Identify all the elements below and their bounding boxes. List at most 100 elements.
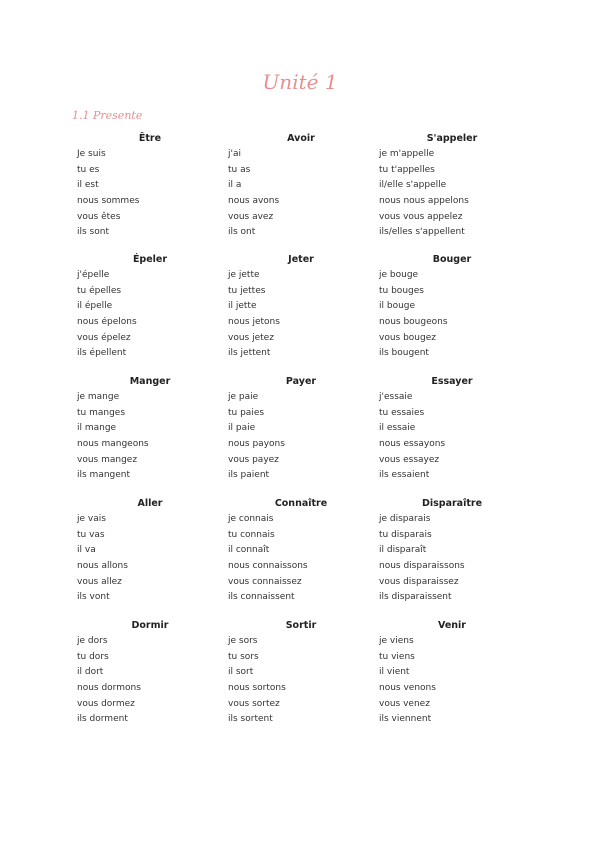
conjugation-form: j'essaie <box>379 392 413 402</box>
conjugation-form: nous jetons <box>228 317 280 328</box>
conjugation-form: tu es <box>77 164 100 175</box>
conjugation-form: il jette <box>228 301 257 312</box>
conjugation-form: ils bougent <box>379 348 429 359</box>
verb-block: Sortir je sors tu sors il sort nous sortons v… <box>224 618 374 728</box>
conjugation-form: nous disparaissons <box>379 561 465 572</box>
conjugation-form: ils/elles s'appellent <box>379 227 465 238</box>
verb-block: Être Je suis tu es il est nous sommes vous êt… <box>73 131 223 241</box>
conjugation-form: vous épelez <box>77 332 131 343</box>
conjugation-form: il va <box>77 545 96 556</box>
conjugation-form: nous connaissons <box>228 561 308 572</box>
verb-heading: Payer <box>285 376 317 387</box>
verb-heading: Bouger <box>432 254 472 265</box>
verb-heading: Manger <box>129 376 171 387</box>
conjugation-form: il bouge <box>379 301 416 312</box>
conjugation-form: nous mangeons <box>77 439 149 450</box>
conjugation-form: vous dormez <box>77 698 135 709</box>
conjugation-form: nous bougeons <box>379 317 448 328</box>
conjugation-form: je dors <box>77 636 108 646</box>
verb-block: Avoir j'ai tu as il a nous avons vous avez ils… <box>224 131 374 241</box>
conjugation-form: vous venez <box>379 698 430 709</box>
conjugation-form: il dort <box>77 667 104 678</box>
section-heading: 1.1 Presente <box>72 109 143 122</box>
conjugation-form: tu as <box>228 164 251 175</box>
conjugation-form: je m'appelle <box>379 149 435 159</box>
conjugation-form: ils viennent <box>379 714 432 725</box>
conjugation-form: il a <box>228 180 242 191</box>
conjugation-form: j'épelle <box>77 270 110 280</box>
conjugation-form: tu paies <box>228 407 265 418</box>
conjugation-form: ils sortent <box>228 714 273 725</box>
conjugation-form: vous essayez <box>379 454 440 465</box>
conjugation-form: ils sont <box>77 227 109 238</box>
conjugation-form: tu vas <box>77 529 105 540</box>
conjugation-form: tu dors <box>77 651 109 662</box>
page-title: Unité 1 <box>262 70 338 94</box>
conjugation-form: je viens <box>379 636 414 646</box>
verb-heading: Jeter <box>288 254 314 265</box>
conjugation-form: ils ont <box>228 227 256 238</box>
conjugation-form: il mange <box>77 423 117 434</box>
verb-block: Venir je viens tu viens il vient nous venons… <box>375 618 525 728</box>
verb-block: Connaître je connais tu connais il connaît n… <box>224 496 374 606</box>
conjugation-form: vous jetez <box>228 332 274 343</box>
verb-block: Manger je mange tu manges il mange nous mang… <box>73 374 223 484</box>
verb-heading: Connaître <box>274 498 328 509</box>
conjugation-form: il sort <box>228 667 254 678</box>
verb-heading: Épeler <box>132 254 168 265</box>
conjugation-form: tu disparais <box>379 529 432 540</box>
conjugation-form: tu manges <box>77 407 126 418</box>
conjugation-form: ils disparaissent <box>379 592 452 603</box>
conjugation-form: vous avez <box>228 211 274 222</box>
verb-block: Disparaître je disparais tu disparais il di… <box>375 496 525 606</box>
conjugation-form: tu viens <box>379 651 415 662</box>
conjugation-form: ils mangent <box>77 470 131 481</box>
conjugation-form: nous sommes <box>77 196 140 207</box>
conjugation-form: je connais <box>228 514 274 524</box>
conjugation-form: ils essaient <box>379 470 430 481</box>
verb-heading: Avoir <box>287 133 315 144</box>
verb-heading: Aller <box>137 498 163 509</box>
conjugation-form: vous sortez <box>228 698 280 709</box>
conjugation-form: je sors <box>228 636 258 646</box>
conjugation-form: tu connais <box>228 529 275 540</box>
conjugation-form: vous bougez <box>379 332 436 343</box>
conjugation-form: vous allez <box>77 576 122 587</box>
conjugation-form: nous dormons <box>77 683 141 694</box>
conjugation-form: ils vont <box>77 592 110 603</box>
conjugation-form: tu t'appelles <box>379 164 435 175</box>
conjugation-form: je mange <box>77 392 120 402</box>
conjugation-form: je disparais <box>379 514 431 524</box>
verb-block: Dormir je dors tu dors il dort nous dormons v… <box>73 618 223 728</box>
conjugation-form: tu bouges <box>379 285 424 296</box>
conjugation-form: j'ai <box>228 149 241 159</box>
conjugation-form: nous venons <box>379 683 436 694</box>
conjugation-form: il/elle s'appelle <box>379 180 447 191</box>
conjugation-form: il connaît <box>228 545 270 556</box>
conjugation-form: ils jettent <box>228 348 271 359</box>
verb-block: Épeler j'épelle tu épelles il épelle nous ép… <box>73 252 223 362</box>
verb-block: Payer je paie tu paies il paie nous payons vo… <box>224 374 374 484</box>
conjugation-form: nous allons <box>77 561 128 572</box>
conjugation-form: nous avons <box>228 196 280 207</box>
verb-heading: Disparaître <box>421 498 483 509</box>
conjugation-form: vous payez <box>228 454 279 465</box>
verb-heading: Être <box>138 133 162 144</box>
conjugation-form: tu sors <box>228 651 259 662</box>
conjugation-form: il est <box>77 180 99 191</box>
verb-heading: Dormir <box>131 620 169 631</box>
conjugation-form: ils paient <box>228 470 270 481</box>
conjugation-form: ils épellent <box>77 348 127 359</box>
conjugation-form: il vient <box>379 667 410 678</box>
conjugation-form: ils dorment <box>77 714 128 725</box>
conjugation-form: tu jettes <box>228 285 266 296</box>
conjugation-form: vous mangez <box>77 454 138 465</box>
verb-heading: Venir <box>438 620 466 631</box>
conjugation-form: tu essaies <box>379 407 425 418</box>
verb-block: Jeter je jette tu jettes il jette nous jeton… <box>224 252 374 362</box>
conjugation-form: il paie <box>228 423 256 434</box>
conjugation-form: je vais <box>77 514 106 524</box>
verb-heading: S'appeler <box>426 133 478 144</box>
verb-heading: Essayer <box>431 376 473 387</box>
conjugation-form: nous nous appelons <box>379 196 469 207</box>
